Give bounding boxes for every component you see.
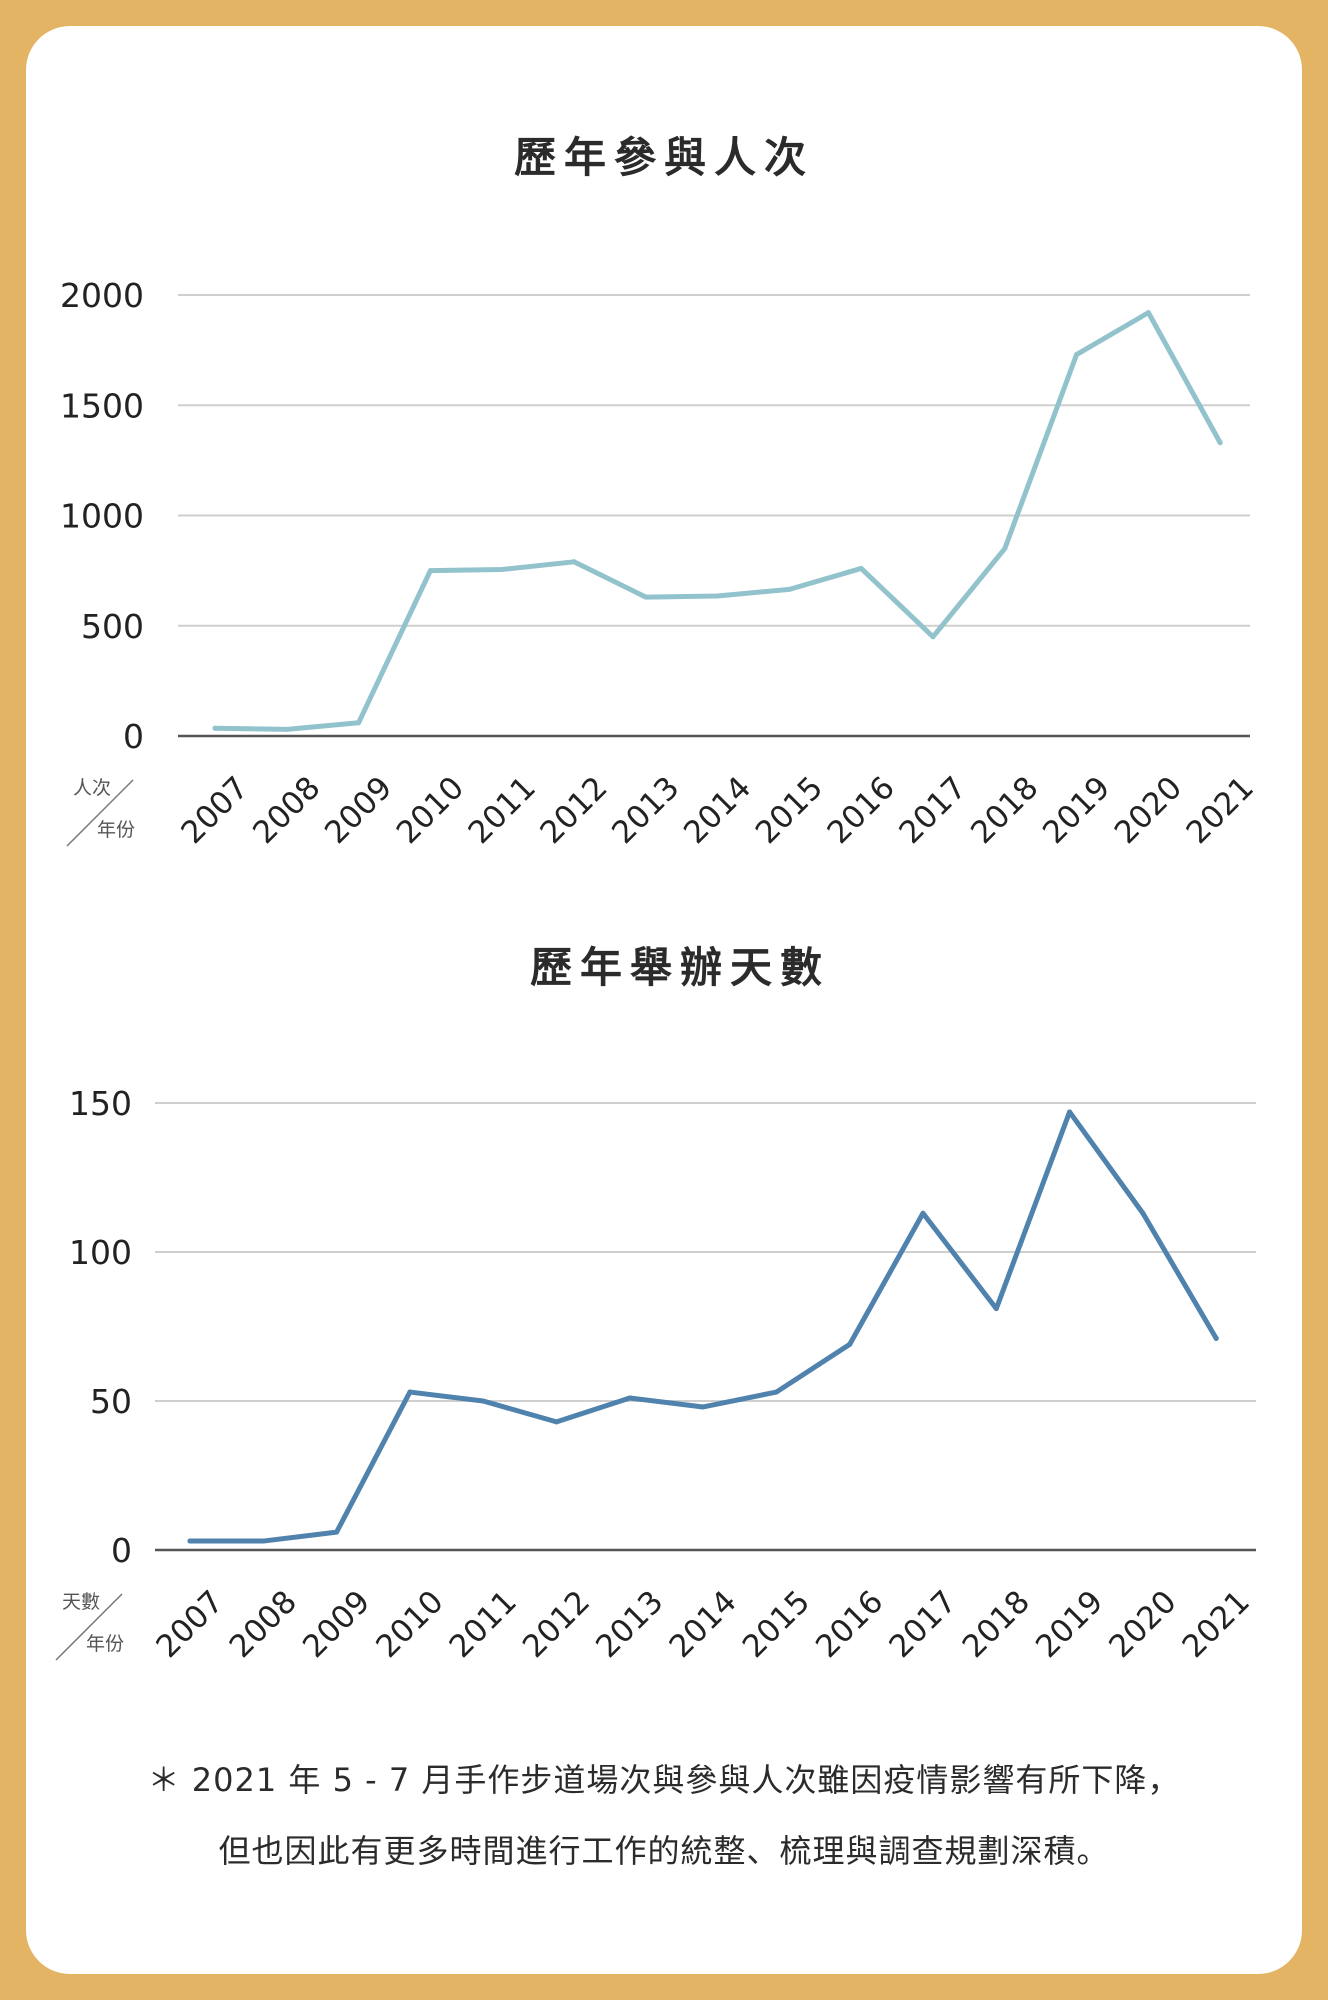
chart1-data-point-2013 (643, 594, 649, 600)
chart2-x-tick-2020: 2020 (1102, 1584, 1183, 1665)
chart1-data-point-2009 (356, 720, 362, 726)
chart2-data-point-2018 (993, 1306, 999, 1312)
chart1-unit-label-bottom: 年份 (97, 819, 135, 841)
chart1-data-point-2016 (858, 565, 864, 571)
chart1-unit-label-top: 人次 (73, 777, 111, 799)
chart1-data-point-2021 (1217, 440, 1223, 446)
chart2-x-tick-2017: 2017 (882, 1584, 963, 1665)
chart2-data-point-2009 (334, 1529, 340, 1535)
chart2-x-tick-2010: 2010 (369, 1584, 450, 1665)
chart2-x-tick-2007: 2007 (149, 1584, 230, 1665)
chart2-x-tick-2011: 2011 (443, 1584, 524, 1665)
chart1-data-point-2010 (427, 568, 433, 574)
chart1-data-point-2008 (284, 726, 290, 732)
chart2-y-tick-0: 0 (111, 1531, 132, 1570)
chart1-data-point-2019 (1074, 352, 1080, 358)
chart2-x-tick-2016: 2016 (809, 1584, 890, 1665)
footnote-line-2: 但也因此有更多時間進行工作的統整、梳理與調查規劃深積。 (218, 1832, 1110, 1870)
chart2-x-tick-2008: 2008 (223, 1584, 304, 1665)
chart2-data-point-2021 (1213, 1335, 1219, 1341)
chart1-data-point-2014 (715, 593, 721, 599)
chart1-data-point-2017 (930, 634, 936, 640)
chart2-data-point-2014 (700, 1404, 706, 1410)
footnote-line-1: ＊ 2021 年 5 - 7 月手作步道場次與參與人次雖因疫情影響有所下降， (147, 1761, 1181, 1799)
chart1-y-tick-1000: 1000 (60, 497, 144, 536)
chart1-data-point-2018 (1002, 546, 1008, 552)
chart2-x-tick-2019: 2019 (1029, 1584, 1110, 1665)
chart2-x-tick-2018: 2018 (956, 1584, 1037, 1665)
chart2-data-point-2011 (480, 1398, 486, 1404)
chart2-data-point-2013 (627, 1395, 633, 1401)
chart2-y-tick-150: 150 (69, 1084, 132, 1123)
chart2-x-tick-2012: 2012 (516, 1584, 597, 1665)
chart1-y-tick-1500: 1500 (60, 386, 144, 425)
chart1-data-point-2012 (571, 559, 577, 565)
chart-card (26, 26, 1302, 1974)
chart1-title: 歷年參與人次 (514, 133, 814, 182)
chart2-x-tick-2014: 2014 (663, 1584, 744, 1665)
chart2-x-tick-2021: 2021 (1176, 1584, 1257, 1665)
chart2-unit-label-top: 天數 (62, 1591, 100, 1613)
chart1-unit-divider (66, 779, 134, 847)
chart1-data-point-2020 (1145, 310, 1151, 316)
chart1-data-point-2015 (786, 586, 792, 592)
chart2-data-point-2019 (1067, 1109, 1073, 1115)
chart2-data-point-2020 (1140, 1210, 1146, 1216)
chart2-data-point-2017 (920, 1210, 926, 1216)
chart1-data-point-2011 (499, 567, 505, 573)
chart2-series-line (187, 1109, 1219, 1544)
chart2-x-tick-2009: 2009 (296, 1584, 377, 1665)
chart2-data-point-2016 (847, 1341, 853, 1347)
chart2-data-point-2008 (260, 1538, 266, 1544)
chart2-unit-divider (55, 1593, 123, 1661)
chart2-title: 歷年舉辦天數 (530, 943, 830, 992)
chart2-data-point-2015 (773, 1389, 779, 1395)
chart2-data-point-2007 (187, 1538, 193, 1544)
chart2-y-tick-50: 50 (90, 1382, 132, 1421)
chart2-data-point-2012 (554, 1419, 559, 1425)
chart2-data-point-2010 (407, 1389, 413, 1395)
chart1-y-tick-2000: 2000 (60, 276, 144, 315)
chart2-x-tick-2013: 2013 (589, 1584, 670, 1665)
participants-line-chart: 歷年參與人次0500100015002000200720082009201020… (60, 133, 1261, 851)
chart2-y-tick-100: 100 (69, 1233, 132, 1272)
chart1-y-tick-0: 0 (123, 717, 144, 756)
event-days-line-chart: 歷年舉辦天數0501001502007200820092010201120122… (55, 943, 1257, 1665)
chart2-unit-label-bottom: 年份 (86, 1633, 124, 1655)
chart1-data-point-2007 (212, 725, 218, 731)
chart1-y-tick-500: 500 (81, 607, 144, 646)
chart2-x-tick-2015: 2015 (736, 1584, 817, 1665)
